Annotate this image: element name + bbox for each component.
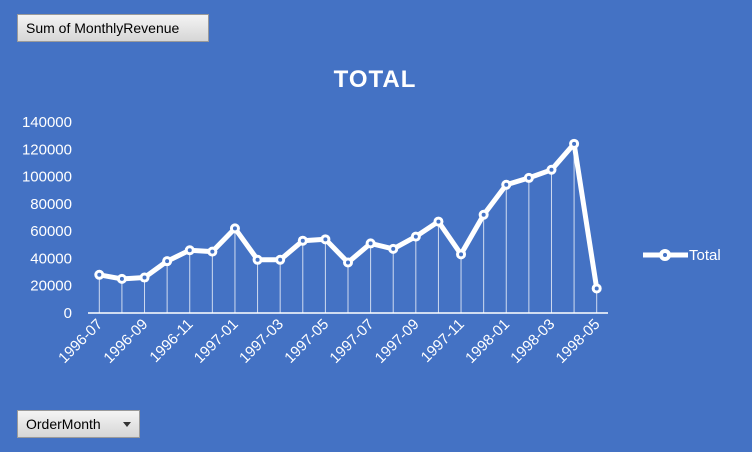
axis-field-label: OrderMonth [26, 416, 101, 432]
x-tick-label: 1997-09 [372, 316, 423, 367]
x-axis: 1996-071996-091996-111997-011997-031997-… [55, 312, 608, 367]
x-tick-label: 1997-07 [326, 316, 377, 367]
chevron-down-icon[interactable] [123, 422, 131, 427]
x-tick-label: 1998-05 [553, 316, 604, 367]
y-tick-label: 120000 [22, 141, 72, 158]
data-point-inner [572, 141, 577, 146]
data-point-inner [255, 257, 260, 262]
chart-title: TOTAL [334, 66, 417, 93]
data-point-inner [594, 286, 599, 291]
y-tick-label: 60000 [30, 223, 72, 240]
data-point-inner [142, 275, 147, 280]
data-point-inner [413, 234, 418, 239]
legend[interactable]: Total [643, 247, 721, 264]
x-tick-label: 1997-05 [281, 316, 332, 367]
legend-circle-inner [663, 253, 667, 257]
data-point-inner [232, 226, 237, 231]
x-tick-label: 1997-11 [418, 316, 468, 366]
axis-field-dropdown[interactable]: OrderMonth [17, 410, 140, 438]
y-tick-label: 140000 [22, 114, 72, 131]
drop-lines [98, 143, 598, 313]
x-tick-label: 1998-01 [462, 316, 513, 367]
data-point-inner [549, 167, 554, 172]
y-tick-label: 80000 [30, 196, 72, 213]
x-tick-label: 1997-01 [191, 316, 242, 367]
x-tick-label: 1996-11 [146, 316, 196, 366]
data-point-inner [459, 252, 464, 257]
y-tick-label: 20000 [30, 278, 72, 295]
legend-entry-total: Total [689, 247, 721, 264]
value-field-label: Sum of MonthlyRevenue [26, 20, 180, 36]
x-tick-label: 1996-09 [100, 316, 151, 367]
x-tick-label: 1997-03 [236, 316, 287, 367]
y-axis: 0 20000 40000 60000 80000 100000 120000 140000 [22, 114, 72, 322]
data-point-inner [210, 249, 215, 254]
x-tick-label: 1998-03 [507, 316, 558, 367]
data-point-inner [97, 272, 102, 277]
data-point-inner [165, 259, 170, 264]
data-point-inner [391, 246, 396, 251]
y-tick-label: 100000 [22, 169, 72, 186]
y-tick-label: 0 [64, 305, 72, 322]
value-field-button[interactable]: Sum of MonthlyRevenue [17, 14, 209, 42]
series-layer [94, 138, 602, 294]
data-point-inner [368, 241, 373, 246]
x-tick-label: 1996-07 [55, 316, 106, 367]
data-point-inner [187, 248, 192, 253]
data-point-inner [481, 212, 486, 217]
data-point-inner [436, 219, 441, 224]
data-point-inner [504, 182, 509, 187]
data-point-inner [278, 257, 283, 262]
data-point-inner [323, 237, 328, 242]
data-point-inner [526, 175, 531, 180]
data-point-inner [300, 238, 305, 243]
y-tick-label: 40000 [30, 250, 72, 267]
data-point-inner [119, 276, 124, 281]
data-point-inner [346, 260, 350, 265]
